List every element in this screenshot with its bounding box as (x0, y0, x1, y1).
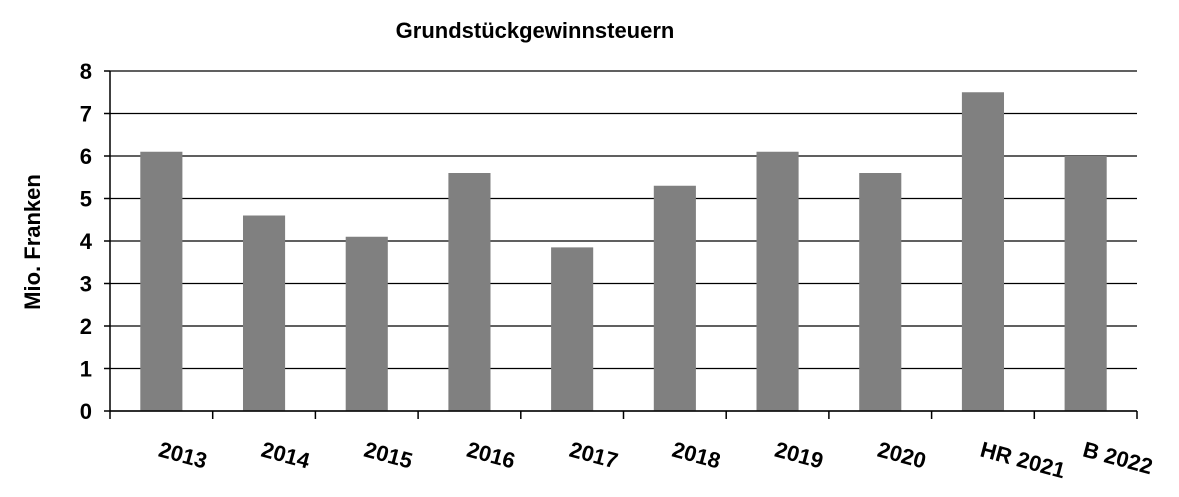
y-tick-label: 7 (80, 102, 92, 127)
y-tick-label: 6 (80, 144, 92, 169)
x-tick-label: 2017 (567, 437, 621, 474)
y-tick-label: 4 (80, 229, 93, 254)
bar (140, 151, 183, 411)
bar (448, 173, 491, 411)
x-tick-label: 2020 (875, 437, 929, 474)
bar (859, 173, 902, 411)
y-tick-label: 3 (80, 272, 92, 297)
x-tick-label: B 2022 (1080, 437, 1155, 480)
y-tick-label: 2 (80, 314, 92, 339)
x-tick-label: 2015 (361, 437, 415, 474)
bar (345, 236, 388, 411)
y-tick-label: 8 (80, 59, 92, 84)
x-tick-label: HR 2021 (978, 437, 1068, 484)
bar (551, 247, 594, 411)
y-tick-label: 0 (80, 399, 92, 424)
y-tick-label: 5 (80, 187, 92, 212)
x-tick-label: 2016 (464, 437, 518, 474)
chart-title: Grundstückgewinnsteuern (396, 18, 675, 43)
x-tick-label: 2018 (670, 437, 724, 474)
bar (653, 185, 696, 411)
x-tick-label: 2019 (772, 437, 826, 474)
bar (242, 215, 286, 411)
bar (1064, 156, 1107, 411)
y-axis-label: Mio. Franken (20, 174, 45, 310)
y-tick-label: 1 (80, 357, 92, 382)
x-tick-label: 2013 (156, 437, 210, 474)
bar (961, 92, 1005, 411)
bar (756, 151, 799, 411)
x-tick-label: 2014 (259, 437, 313, 474)
